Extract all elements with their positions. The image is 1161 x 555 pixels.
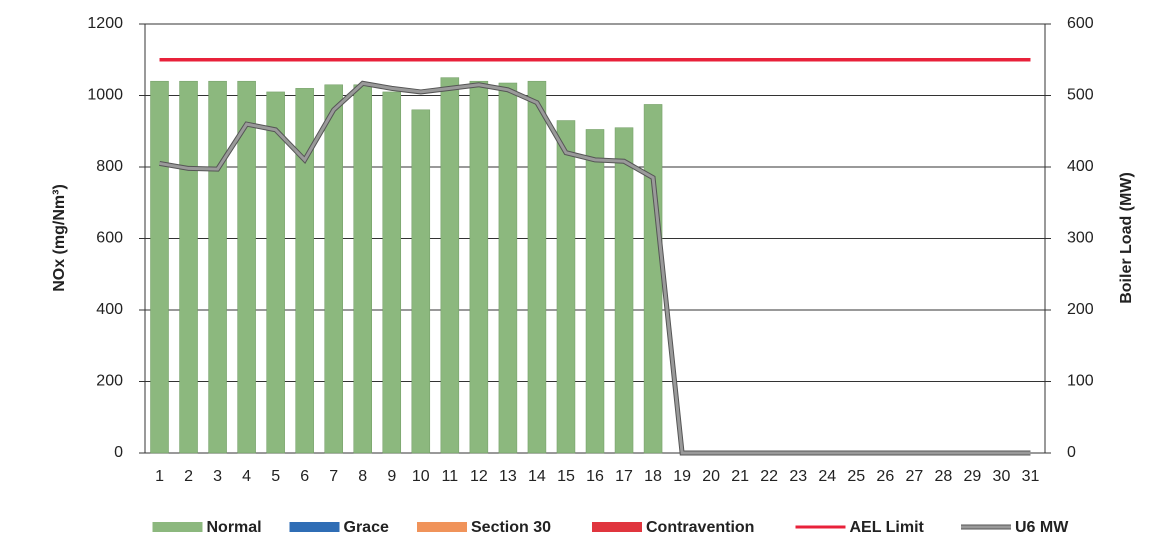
x-tick-label: 1 — [155, 468, 164, 485]
legend-swatch — [417, 522, 467, 532]
x-tick-label: 4 — [242, 468, 251, 485]
bar — [411, 109, 431, 454]
x-tick-label: 29 — [964, 468, 982, 485]
bar — [208, 80, 227, 454]
x-tick-label: 20 — [702, 468, 720, 485]
y2-tick-label: 400 — [1067, 158, 1094, 175]
y-tick-label: 0 — [114, 444, 123, 461]
bar — [295, 88, 314, 454]
bar — [585, 129, 605, 454]
y2-tick-label: 300 — [1067, 230, 1094, 247]
y-tick-label: 1000 — [87, 87, 123, 104]
y2-tick-label: 0 — [1067, 444, 1076, 461]
legend-swatch — [592, 522, 642, 532]
bar — [440, 77, 460, 454]
x-tick-label: 22 — [760, 468, 778, 485]
bar — [150, 80, 169, 454]
x-tick-label: 27 — [905, 468, 923, 485]
bar — [469, 80, 489, 454]
y-tick-label: 400 — [96, 301, 123, 318]
y2-tick-label: 200 — [1067, 301, 1094, 318]
x-tick-label: 31 — [1022, 468, 1040, 485]
legend-label: Grace — [344, 519, 389, 536]
legend-label: Section 30 — [471, 519, 551, 536]
bar — [556, 120, 576, 454]
bar — [382, 91, 402, 454]
x-tick-label: 21 — [731, 468, 749, 485]
x-tick-label: 6 — [300, 468, 309, 485]
y-tick-label: 1200 — [87, 15, 123, 32]
bar — [324, 84, 343, 454]
bar — [498, 82, 518, 454]
x-tick-label: 12 — [470, 468, 488, 485]
bar — [643, 104, 663, 454]
y-tick-label: 600 — [96, 230, 123, 247]
x-tick-label: 10 — [412, 468, 430, 485]
y-axis-title: NOx (mg/Nm³) — [51, 184, 68, 292]
x-tick-label: 16 — [586, 468, 604, 485]
bar — [527, 80, 547, 454]
y-tick-label: 800 — [96, 158, 123, 175]
x-tick-label: 3 — [213, 468, 222, 485]
legend-label: U6 MW — [1015, 519, 1069, 536]
y2-tick-label: 500 — [1067, 87, 1094, 104]
x-tick-label: 9 — [387, 468, 396, 485]
x-tick-label: 25 — [847, 468, 865, 485]
x-tick-label: 28 — [934, 468, 952, 485]
legend-swatch — [289, 522, 340, 532]
bar — [614, 127, 634, 454]
x-tick-label: 26 — [876, 468, 894, 485]
bar — [266, 91, 285, 454]
x-tick-label: 5 — [271, 468, 280, 485]
y-tick-label: 200 — [96, 373, 123, 390]
x-tick-label: 14 — [528, 468, 546, 485]
y2-axis-title: Boiler Load (MW) — [1118, 172, 1135, 304]
line — [159, 81, 1031, 455]
x-tick-label: 18 — [644, 468, 662, 485]
x-tick-label: 7 — [329, 468, 338, 485]
x-tick-label: 17 — [615, 468, 633, 485]
x-tick-label: 8 — [358, 468, 367, 485]
x-tick-label: 2 — [184, 468, 193, 485]
bar — [353, 84, 372, 454]
legend-label: AEL Limit — [850, 519, 925, 536]
legend: Normal Grace Section 30 Contravention AEL Li… — [152, 519, 1069, 536]
y2-tick-label: 600 — [1067, 15, 1094, 32]
x-tick-label: 11 — [442, 468, 459, 485]
x-tick-label: 13 — [499, 468, 517, 485]
x-tick-label: 24 — [818, 468, 836, 485]
legend-label: Normal — [207, 519, 262, 536]
legend-swatch — [152, 522, 203, 532]
bar — [237, 80, 256, 454]
x-tick-label: 15 — [557, 468, 575, 485]
x-tick-label: 30 — [993, 468, 1011, 485]
y2-tick-label: 100 — [1067, 373, 1094, 390]
legend-label: Contravention — [646, 519, 754, 536]
bar — [179, 80, 198, 454]
x-tick-label: 19 — [673, 468, 691, 485]
x-tick-label: 23 — [789, 468, 807, 485]
